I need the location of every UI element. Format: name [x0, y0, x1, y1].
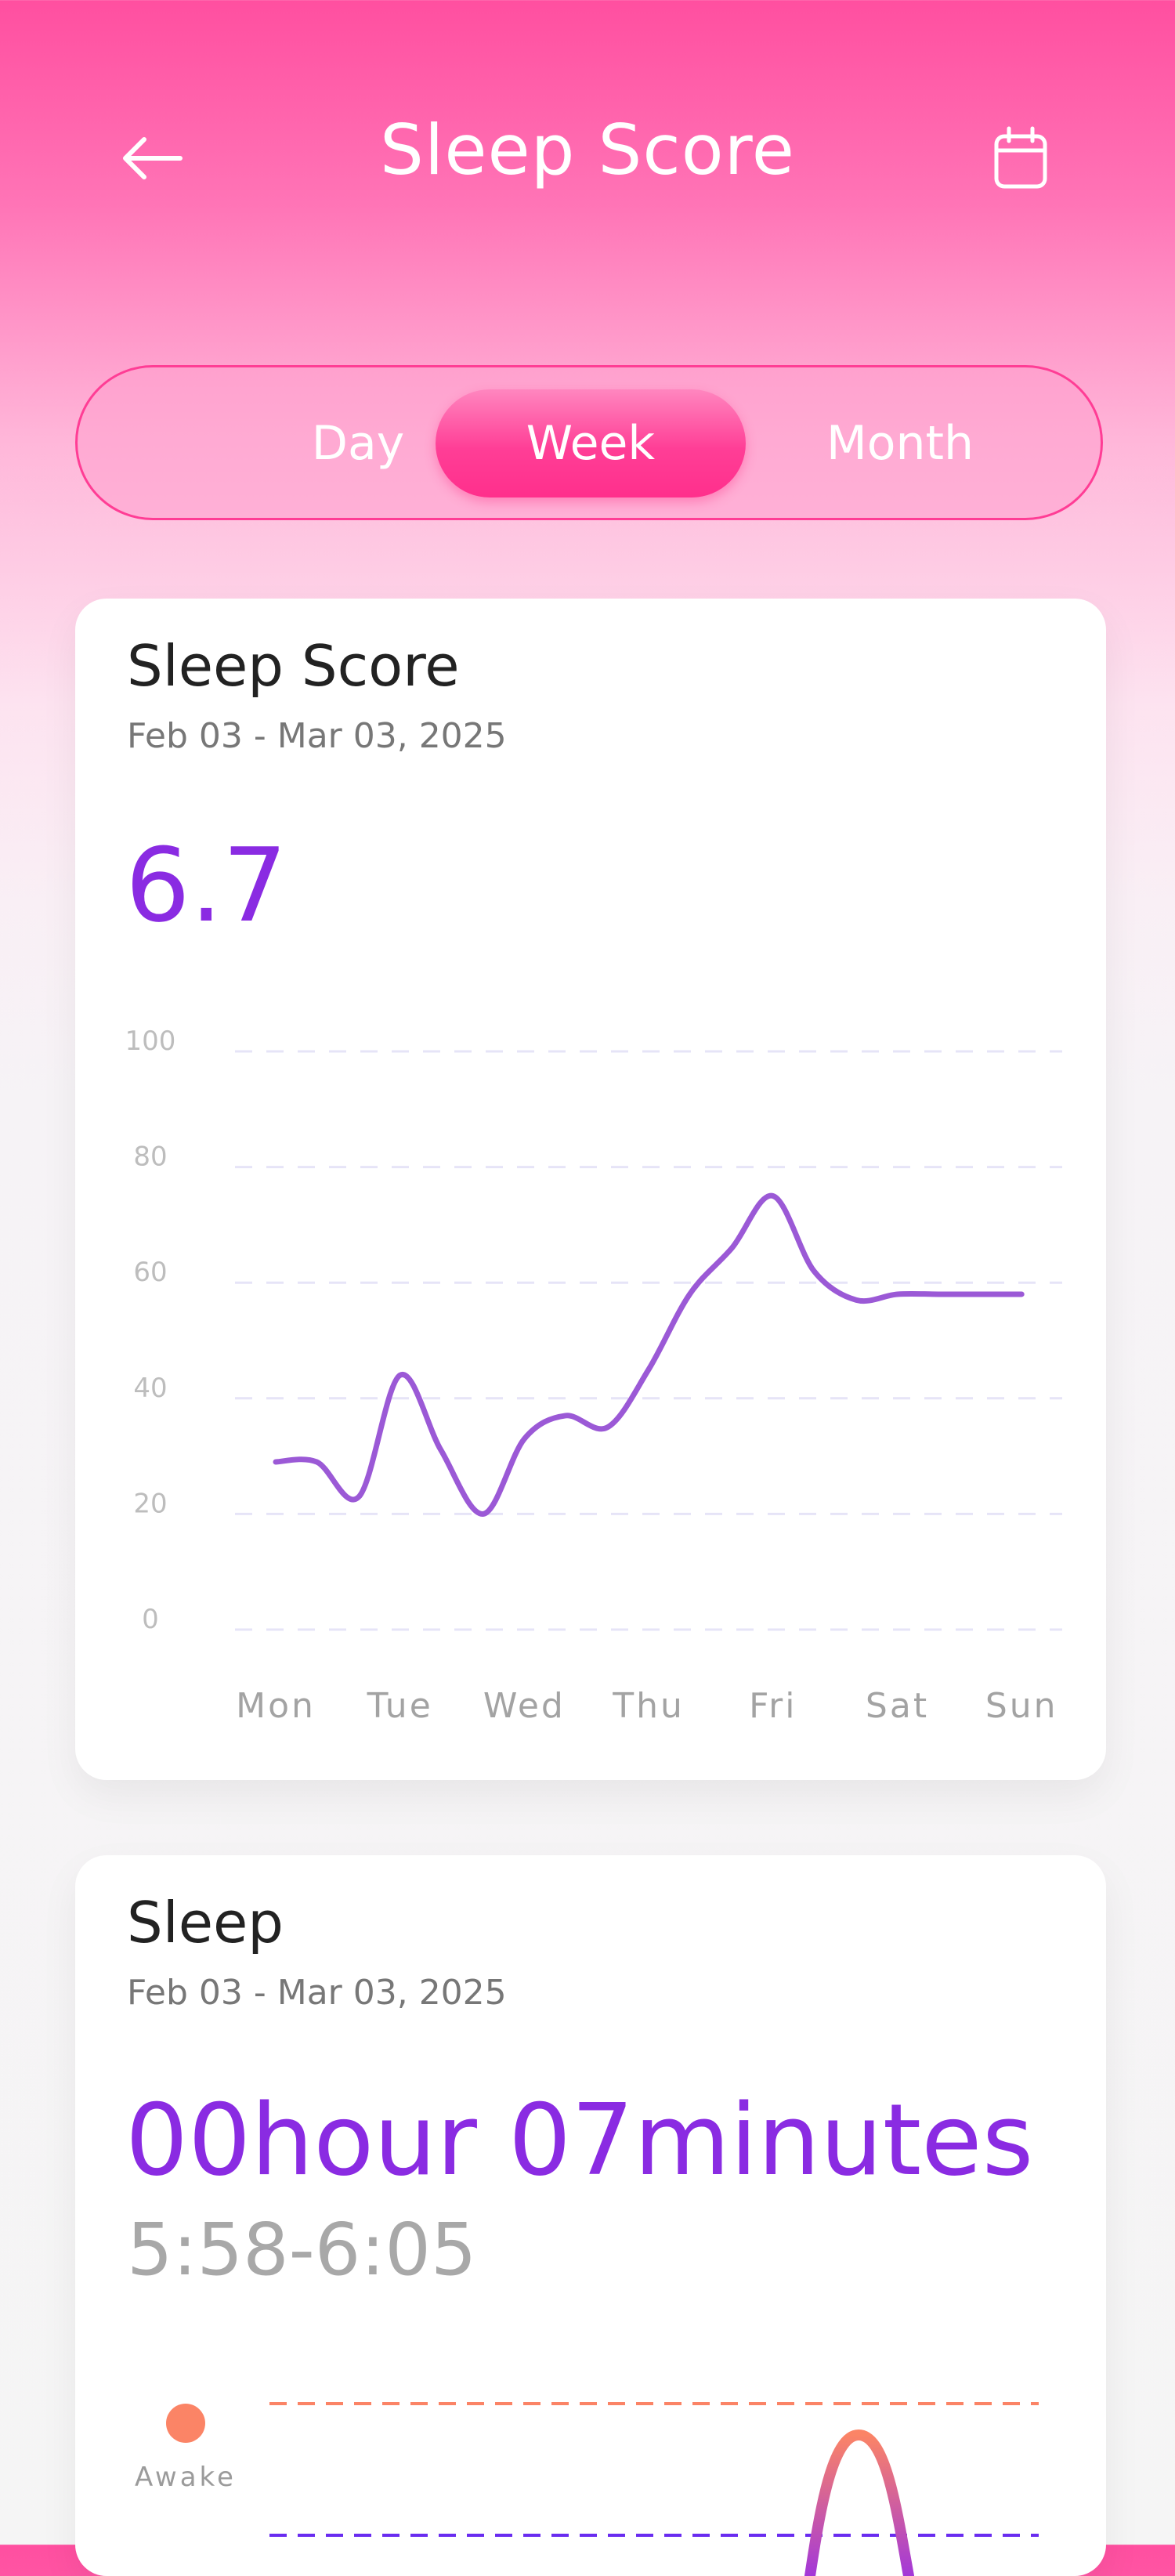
score-series-line — [273, 1192, 1025, 1517]
header: Sleep Score — [0, 0, 1175, 313]
y-tick-label: 0 — [142, 1604, 159, 1635]
x-tick-label-tue: Tue — [367, 1686, 433, 1726]
calendar-icon — [994, 126, 1047, 189]
card-date-range: Feb 03 - Mar 03, 2025 — [127, 1973, 507, 2013]
sleep-score-card: Sleep Score Feb 03 - Mar 03, 2025 6.7 10… — [75, 599, 1106, 1780]
y-tick-label: 40 — [133, 1373, 167, 1404]
sleep-stage-chart — [269, 2402, 1039, 2576]
awake-legend-label: Awake — [135, 2462, 237, 2493]
sleep-card: Sleep Feb 03 - Mar 03, 2025 00hour 07min… — [75, 1855, 1106, 2576]
back-button[interactable] — [118, 125, 188, 196]
sleep-stage-curve — [804, 2429, 914, 2576]
sleep-score-value: 6.7 — [125, 826, 287, 945]
y-tick-label: 60 — [133, 1257, 167, 1288]
awake-legend-dot — [166, 2404, 205, 2443]
tab-month[interactable]: Month — [826, 416, 974, 471]
y-tick-label: 80 — [133, 1141, 167, 1173]
card-title: Sleep Score — [127, 633, 460, 699]
tab-day[interactable]: Day — [311, 416, 405, 471]
x-tick-label-mon: Mon — [236, 1686, 316, 1726]
page-title: Sleep Score — [380, 110, 795, 190]
x-tick-label-thu: Thu — [612, 1686, 685, 1726]
x-tick-label-fri: Fri — [749, 1686, 797, 1726]
period-segmented-control: Day Week Month — [75, 365, 1103, 520]
sleep-duration: 00hour 07minutes — [125, 2082, 1034, 2198]
card-date-range: Feb 03 - Mar 03, 2025 — [127, 716, 507, 756]
x-tick-label-sun: Sun — [985, 1686, 1058, 1726]
sleep-time-range: 5:58-6:05 — [127, 2208, 477, 2292]
y-tick-label: 20 — [133, 1488, 167, 1519]
arrow-left-icon — [123, 137, 183, 179]
sleep-score-line-chart: 100 80 60 40 20 0 Mon Tue Wed Thu Fri Sat Sun — [125, 1026, 1062, 1726]
tab-week[interactable]: Week — [436, 389, 746, 497]
card-title: Sleep — [127, 1890, 284, 1956]
x-tick-label-sat: Sat — [866, 1686, 929, 1726]
y-tick-label: 100 — [125, 1026, 176, 1057]
calendar-button[interactable] — [985, 124, 1056, 194]
x-tick-label-wed: Wed — [483, 1686, 566, 1726]
